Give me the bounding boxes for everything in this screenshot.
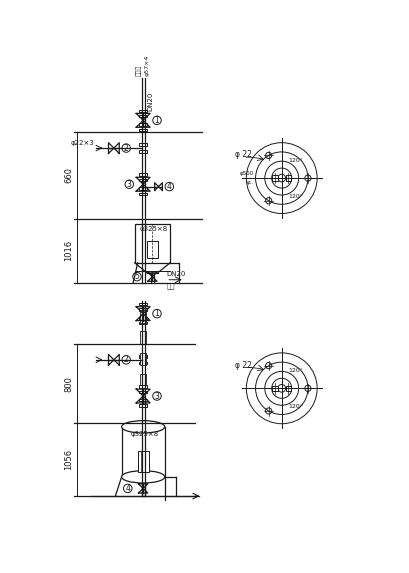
Bar [134, 224, 170, 263]
Text: 冷凝水: 冷凝水 [135, 65, 141, 76]
Text: 1: 1 [154, 309, 159, 318]
Text: 排水: 排水 [166, 283, 174, 289]
Bar [139, 174, 147, 176]
Text: 120°: 120° [287, 368, 302, 373]
Bar [147, 241, 157, 258]
Bar [140, 331, 146, 344]
Bar [272, 175, 277, 181]
Text: 3: 3 [126, 180, 131, 189]
Text: 4: 4 [125, 484, 130, 493]
Bar [139, 123, 147, 125]
Bar [139, 317, 147, 319]
Bar [139, 129, 147, 131]
Text: φ22×3: φ22×3 [71, 140, 94, 146]
Text: φ325×8: φ325×8 [139, 226, 168, 232]
Bar [139, 385, 147, 387]
Bar [139, 355, 147, 358]
Text: DN20: DN20 [147, 92, 153, 111]
Text: 120°: 120° [287, 194, 302, 198]
Text: φ325×8: φ325×8 [130, 431, 158, 437]
Bar [139, 143, 147, 146]
Text: φ 22: φ 22 [234, 361, 251, 370]
Ellipse shape [121, 421, 164, 433]
Text: 660: 660 [64, 167, 73, 183]
Text: 1: 1 [154, 116, 159, 125]
Text: 3: 3 [154, 391, 159, 401]
Bar [139, 193, 147, 195]
Text: 120°: 120° [287, 158, 302, 163]
Text: 4: 4 [166, 182, 171, 191]
Text: 2: 2 [124, 355, 128, 364]
Text: 5: 5 [134, 272, 139, 281]
Text: φ57×4: φ57×4 [144, 55, 149, 76]
Bar [139, 308, 147, 311]
Bar [139, 179, 147, 181]
Bar [139, 399, 147, 402]
Bar [139, 362, 147, 364]
Bar [140, 353, 146, 366]
Bar [139, 109, 147, 112]
Bar [139, 187, 147, 190]
Text: φ..: φ.. [246, 180, 254, 186]
Bar [140, 374, 146, 387]
Bar [139, 391, 147, 393]
Bar [139, 322, 147, 324]
Bar [140, 310, 146, 323]
Text: 120°: 120° [287, 404, 302, 409]
Text: φ 22: φ 22 [234, 151, 251, 159]
Bar [139, 150, 147, 152]
Bar [139, 115, 147, 117]
Text: 800: 800 [64, 376, 73, 391]
Bar [272, 386, 277, 391]
Text: 1016: 1016 [64, 240, 73, 261]
Bar [121, 427, 164, 477]
Ellipse shape [121, 470, 164, 483]
Bar [139, 405, 147, 407]
Bar [139, 303, 147, 305]
Text: 1056: 1056 [64, 449, 73, 470]
Bar [137, 451, 148, 472]
Text: 2: 2 [124, 144, 128, 152]
Bar [285, 175, 290, 181]
Text: φ500: φ500 [239, 171, 254, 176]
Text: DN20: DN20 [166, 270, 185, 277]
Bar [285, 386, 290, 391]
